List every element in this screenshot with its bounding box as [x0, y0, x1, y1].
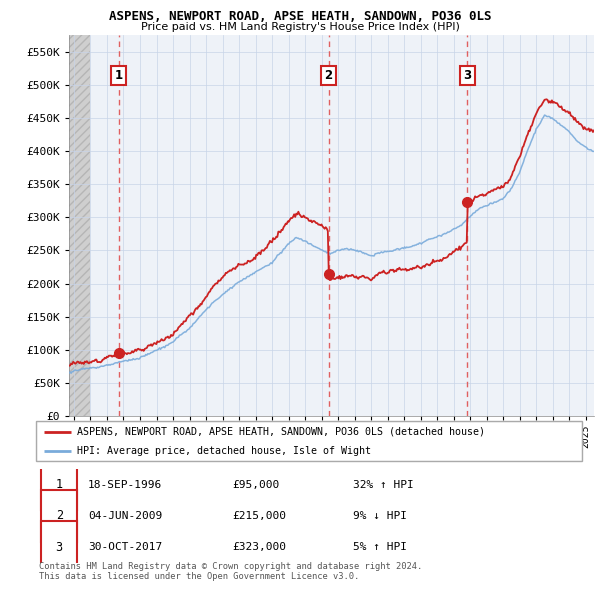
Bar — [69, 35, 91, 416]
Text: 9% ↓ HPI: 9% ↓ HPI — [353, 511, 407, 521]
Text: 30-OCT-2017: 30-OCT-2017 — [88, 542, 162, 552]
Text: 2: 2 — [325, 69, 332, 82]
Bar — [69, 35, 91, 416]
Text: £95,000: £95,000 — [233, 480, 280, 490]
FancyBboxPatch shape — [41, 490, 77, 542]
FancyBboxPatch shape — [41, 522, 77, 573]
Text: 18-SEP-1996: 18-SEP-1996 — [88, 480, 162, 490]
Text: 3: 3 — [463, 69, 472, 82]
Text: HPI: Average price, detached house, Isle of Wight: HPI: Average price, detached house, Isle… — [77, 447, 371, 456]
Text: 1: 1 — [56, 478, 63, 491]
Text: 5% ↑ HPI: 5% ↑ HPI — [353, 542, 407, 552]
Text: 3: 3 — [56, 540, 63, 554]
Text: ASPENS, NEWPORT ROAD, APSE HEATH, SANDOWN, PO36 0LS: ASPENS, NEWPORT ROAD, APSE HEATH, SANDOW… — [109, 10, 491, 23]
Text: 32% ↑ HPI: 32% ↑ HPI — [353, 480, 413, 490]
Text: Contains HM Land Registry data © Crown copyright and database right 2024.
This d: Contains HM Land Registry data © Crown c… — [39, 562, 422, 581]
Text: 04-JUN-2009: 04-JUN-2009 — [88, 511, 162, 521]
Text: £215,000: £215,000 — [233, 511, 287, 521]
Text: £323,000: £323,000 — [233, 542, 287, 552]
Text: 2: 2 — [56, 509, 63, 523]
FancyBboxPatch shape — [41, 459, 77, 510]
Text: ASPENS, NEWPORT ROAD, APSE HEATH, SANDOWN, PO36 0LS (detached house): ASPENS, NEWPORT ROAD, APSE HEATH, SANDOW… — [77, 427, 485, 437]
Text: Price paid vs. HM Land Registry's House Price Index (HPI): Price paid vs. HM Land Registry's House … — [140, 22, 460, 32]
Text: 1: 1 — [115, 69, 123, 82]
FancyBboxPatch shape — [36, 421, 582, 461]
